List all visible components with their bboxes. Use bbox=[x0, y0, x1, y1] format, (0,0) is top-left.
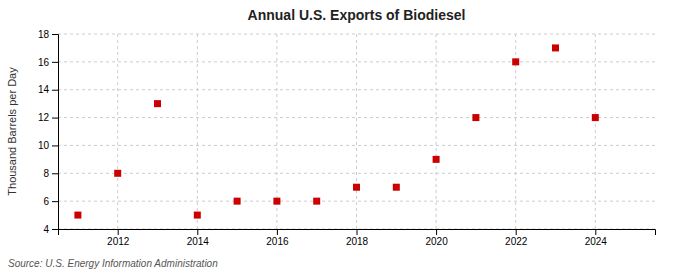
points bbox=[74, 44, 598, 218]
tick-label: 18 bbox=[38, 29, 50, 40]
tick: 2024 bbox=[585, 229, 608, 247]
tick: 12 bbox=[38, 112, 58, 123]
point bbox=[592, 114, 599, 121]
tick-label: 2020 bbox=[425, 236, 448, 247]
y-axis: 4 6 8 10 12 14 16 18 bbox=[38, 29, 59, 235]
tick-label: 2024 bbox=[585, 236, 608, 247]
tick: 8 bbox=[43, 168, 58, 179]
plot: 2012 2014 2016 2018 2020 2022 2024 4 6 8 10 12 14 16 1… bbox=[38, 29, 656, 247]
tick-label: 16 bbox=[38, 57, 50, 68]
tick-mark bbox=[197, 229, 198, 235]
tick-label: 4 bbox=[43, 224, 49, 235]
grid-line bbox=[58, 173, 655, 174]
point bbox=[74, 212, 81, 219]
tick: 2018 bbox=[346, 229, 369, 247]
point bbox=[353, 184, 360, 191]
tick: 2016 bbox=[266, 229, 289, 247]
tick-label: 12 bbox=[38, 112, 50, 123]
grid-line bbox=[58, 201, 655, 202]
tick-mark bbox=[118, 229, 119, 235]
axis-line bbox=[52, 35, 59, 230]
point bbox=[154, 100, 161, 107]
tick-label: 2016 bbox=[266, 236, 289, 247]
grid bbox=[58, 34, 655, 229]
tick: 10 bbox=[38, 140, 58, 151]
tick-label: 6 bbox=[43, 196, 49, 207]
tick: 2014 bbox=[187, 229, 210, 247]
tick-mark bbox=[52, 145, 58, 146]
tick-mark bbox=[52, 62, 58, 63]
grid-line bbox=[197, 34, 198, 229]
grid-line bbox=[58, 61, 655, 62]
y-axis-title: Thousand Barrels per Day bbox=[6, 67, 18, 196]
tick: 2012 bbox=[107, 229, 130, 247]
grid-line bbox=[436, 34, 437, 229]
tick-label: 2022 bbox=[505, 236, 528, 247]
point bbox=[273, 198, 280, 205]
tick-label: 8 bbox=[43, 168, 49, 179]
tick-mark bbox=[516, 229, 517, 235]
grid-line bbox=[58, 117, 655, 118]
annotation: Source: U.S. Energy Information Administ… bbox=[8, 258, 218, 269]
tick: 2022 bbox=[505, 229, 528, 247]
chart: 2012 2014 2016 2018 2020 2022 2024 4 6 8 10 12 14 16 1… bbox=[0, 0, 675, 275]
grid-line bbox=[117, 34, 118, 229]
point bbox=[552, 44, 559, 51]
tick-mark bbox=[52, 34, 58, 35]
point bbox=[393, 184, 400, 191]
tick-mark bbox=[595, 229, 596, 235]
tick: 18 bbox=[38, 29, 58, 40]
tick: 6 bbox=[43, 196, 58, 207]
tick-mark bbox=[52, 201, 58, 202]
tick-mark bbox=[52, 229, 58, 230]
tick-mark bbox=[357, 229, 358, 235]
grid-line bbox=[58, 145, 655, 146]
grid-line bbox=[58, 34, 655, 35]
tick-label: 2012 bbox=[107, 236, 130, 247]
x-axis: 2012 2014 2016 2018 2020 2022 2024 bbox=[59, 229, 656, 247]
axis-line bbox=[59, 230, 656, 236]
title: Annual U.S. Exports of Biodiesel bbox=[248, 7, 466, 23]
tick: 14 bbox=[38, 84, 58, 95]
tick: 2020 bbox=[425, 229, 448, 247]
point bbox=[114, 170, 121, 177]
tick-mark bbox=[52, 118, 58, 119]
tick-label: 2014 bbox=[187, 236, 210, 247]
grid-line bbox=[58, 89, 655, 90]
point bbox=[472, 114, 479, 121]
tick: 4 bbox=[43, 224, 58, 235]
tick-mark bbox=[277, 229, 278, 235]
tick-label: 10 bbox=[38, 140, 50, 151]
grid-line bbox=[356, 34, 357, 229]
point bbox=[512, 58, 519, 65]
point bbox=[234, 198, 241, 205]
point bbox=[194, 212, 201, 219]
tick: 16 bbox=[38, 57, 58, 68]
tick-mark bbox=[52, 173, 58, 174]
tick-mark bbox=[52, 90, 58, 91]
point bbox=[433, 156, 440, 163]
tick-label: 2018 bbox=[346, 236, 369, 247]
grid-line bbox=[595, 34, 596, 229]
tick-mark bbox=[436, 229, 437, 235]
tick-label: 14 bbox=[38, 84, 50, 95]
point bbox=[313, 198, 320, 205]
